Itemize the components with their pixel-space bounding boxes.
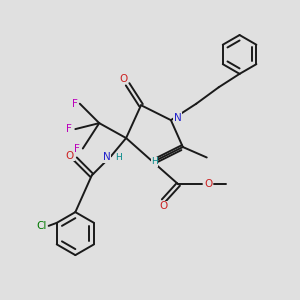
Text: O: O <box>204 179 212 189</box>
Text: Cl: Cl <box>36 221 46 231</box>
Text: N: N <box>103 152 111 163</box>
Text: O: O <box>159 201 168 211</box>
Text: F: F <box>74 143 80 154</box>
Text: F: F <box>71 99 77 109</box>
Text: O: O <box>119 74 127 84</box>
Text: H: H <box>115 153 122 162</box>
Text: N: N <box>174 113 181 123</box>
Text: F: F <box>66 124 72 134</box>
Text: H: H <box>151 158 158 166</box>
Text: O: O <box>66 151 74 161</box>
